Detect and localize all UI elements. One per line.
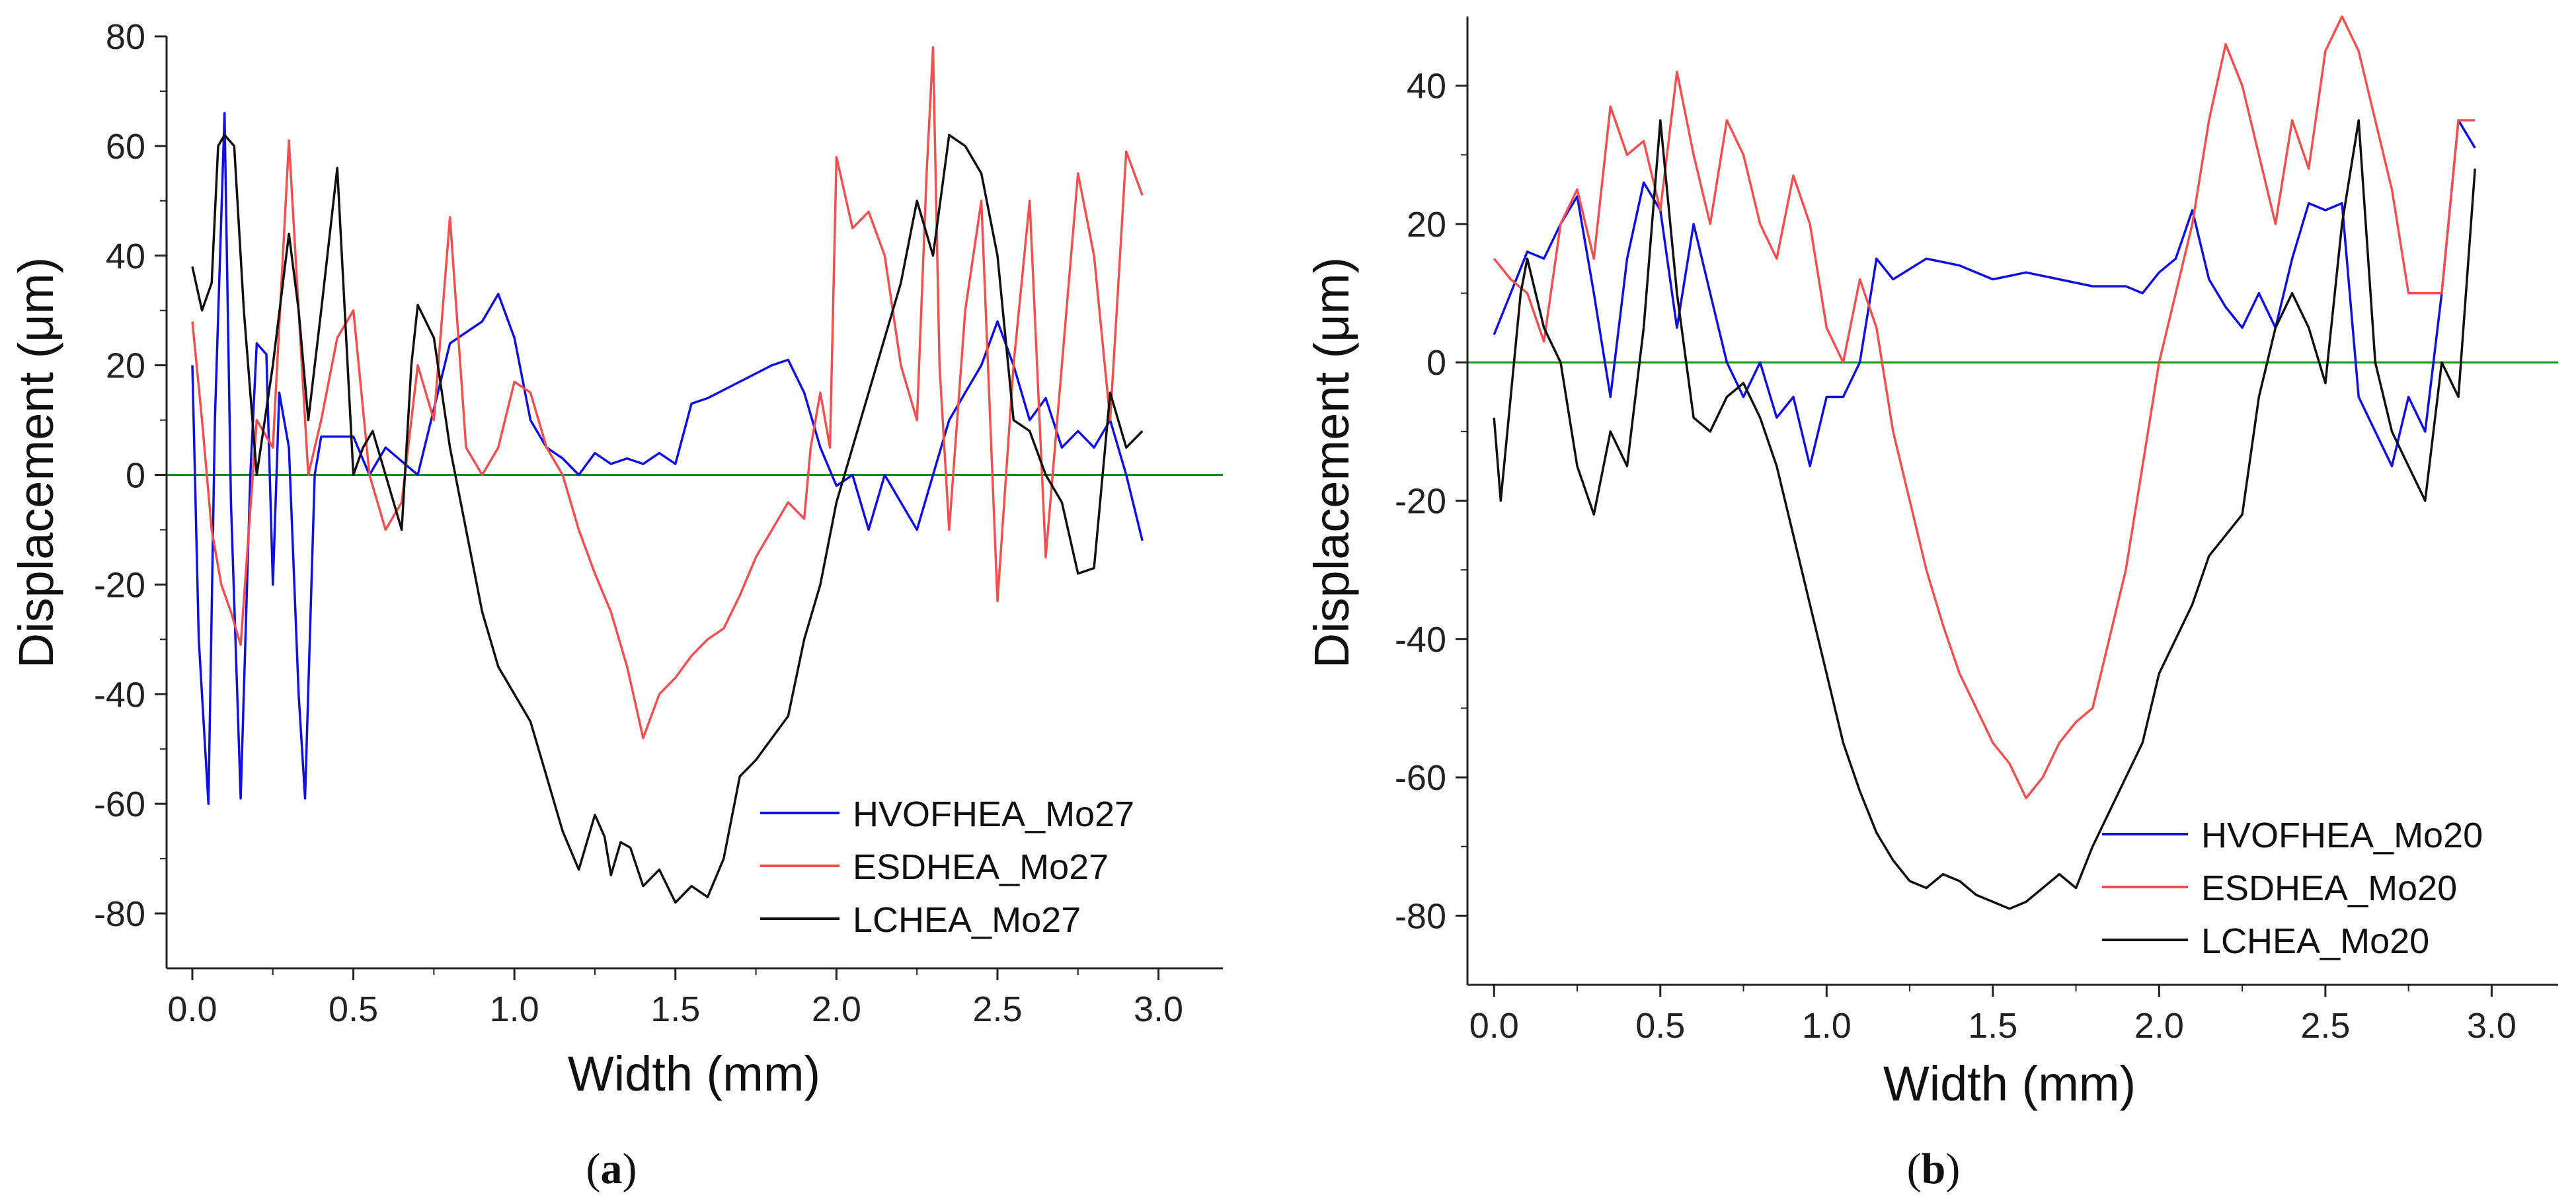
x-tick-label: 2.0 <box>812 989 861 1029</box>
x-tick-label: 1.0 <box>490 989 539 1029</box>
y-tick-label: 80 <box>106 17 145 57</box>
x-tick-label: 3.0 <box>1134 989 1183 1029</box>
y-tick-label: 60 <box>106 127 145 167</box>
y-tick-label: -80 <box>1395 896 1446 936</box>
y-tick-label: 20 <box>106 346 145 386</box>
y-tick-label: -80 <box>94 894 145 934</box>
series-line-esdhea_mo27 <box>191 46 1144 740</box>
y-tick-label: -60 <box>1395 758 1446 798</box>
x-tick-label: 3.0 <box>2467 1006 2517 1046</box>
legend-label-hvof: HVOFHEA_Mo27 <box>853 794 1134 834</box>
x-tick-label: 1.0 <box>1802 1006 1852 1046</box>
x-tick-label: 0.5 <box>1635 1006 1685 1046</box>
y-tick-label: -20 <box>94 565 145 605</box>
y-tick-label: -20 <box>1395 482 1446 521</box>
x-tick-label: 0.0 <box>167 989 217 1029</box>
series-line-esdhea_mo20 <box>1493 15 2476 800</box>
x-axis-label: Width (mm) <box>568 1046 820 1101</box>
x-tick-label: 2.5 <box>2300 1006 2350 1046</box>
legend-label-lc: LCHEA_Mo20 <box>2201 921 2429 961</box>
x-axis-label: Width (mm) <box>1883 1056 2136 1111</box>
series-line-lchea_mo20 <box>1493 119 2476 910</box>
y-tick-label: -60 <box>94 785 145 824</box>
series-line-hvofhea_mo20 <box>1493 119 2476 467</box>
y-tick-label: 20 <box>1407 205 1446 245</box>
y-tick-label: 40 <box>1407 67 1446 106</box>
panel-caption-a: (a) <box>586 1145 637 1193</box>
y-tick-label: -40 <box>94 675 145 714</box>
y-tick-label: -40 <box>1395 620 1446 660</box>
panel-caption-b: (b) <box>1907 1145 1961 1193</box>
series-line-hvofhea_mo27 <box>191 112 1144 805</box>
legend-label-esd: ESDHEA_Mo20 <box>2201 869 2457 908</box>
x-tick-label: 1.5 <box>650 989 700 1029</box>
x-tick-label: 1.5 <box>1968 1006 2017 1046</box>
legend-label-esd: ESDHEA_Mo27 <box>853 847 1109 887</box>
legend: HVOFHEA_Mo27 ESDHEA_Mo27 LCHEA_Mo27 <box>760 794 1134 940</box>
x-tick-label: 0.5 <box>329 989 378 1029</box>
chart-panel-a: 80 60 40 20 0 -20 -40 -60 -80 0.0 0.5 1.0 1.5 2.0 2.5… <box>9 17 1223 1193</box>
legend: HVOFHEA_Mo20 ESDHEA_Mo20 LCHEA_Mo20 <box>2102 816 2483 961</box>
y-tick-label: 40 <box>106 237 145 276</box>
y-axis-label: Displacement (μm) <box>9 257 63 668</box>
y-tick-label: 0 <box>126 456 145 496</box>
legend-label-lc: LCHEA_Mo27 <box>853 900 1081 940</box>
x-tick-label: 2.5 <box>972 989 1022 1029</box>
series-line-lchea_mo27 <box>191 134 1144 904</box>
x-tick-label: 2.0 <box>2134 1006 2184 1046</box>
y-axis-label: Displacement (μm) <box>1304 257 1359 668</box>
y-tick-label: 0 <box>1426 343 1446 383</box>
legend-label-hvof: HVOFHEA_Mo20 <box>2201 816 2483 855</box>
x-tick-label: 0.0 <box>1469 1006 1519 1046</box>
